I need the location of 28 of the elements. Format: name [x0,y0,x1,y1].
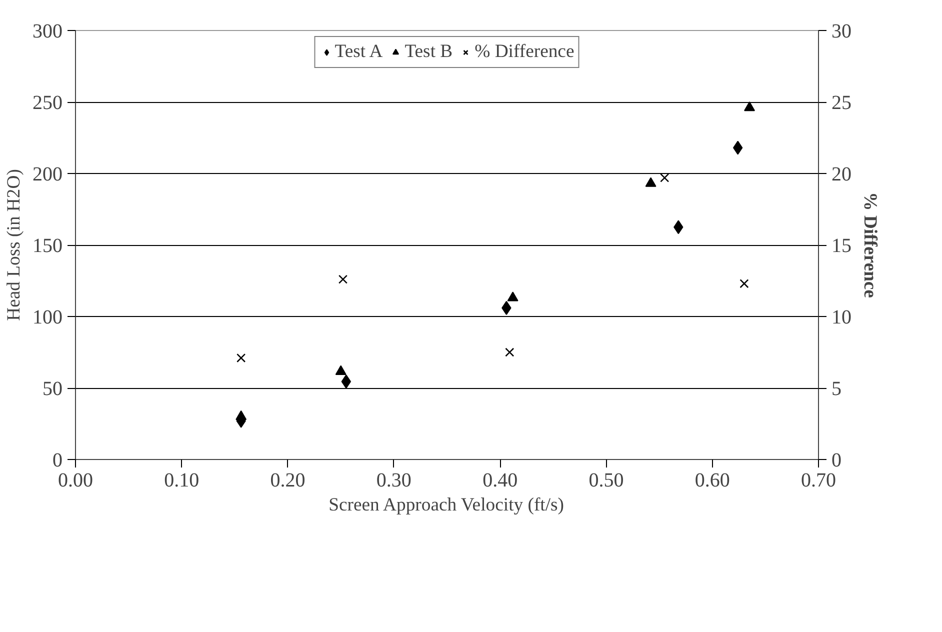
y-tick-label: 0 [52,450,62,472]
legend-label: Test A [334,41,383,63]
y2-tick-label: 20 [832,164,852,186]
y2-axis-title: % Difference [860,192,880,298]
y2-tick-label: 25 [832,92,852,114]
y2-tick-label: 15 [832,235,852,257]
x-tick-label: 0.70 [801,470,836,492]
y-tick-label: 50 [42,378,62,400]
x-tick-label: 0.30 [376,470,412,492]
x-tick-label: 0.40 [482,470,518,492]
y-tick-label: 200 [32,164,62,186]
x-axis-title: Screen Approach Velocity (ft/s) [328,494,564,516]
y-tick-label: 100 [32,306,62,328]
x-tick-label: 0.20 [270,470,306,492]
y-tick-label: 250 [32,92,62,114]
x-tick-label: 0.50 [588,470,624,492]
legend-label: Test B [404,41,453,63]
y-axis-title: Head Loss (in H2O) [4,169,24,321]
x-tick-label: 0.00 [58,470,93,492]
legend-label: % Difference [474,41,574,63]
y2-tick-label: 5 [832,378,842,400]
x-tick-label: 0.10 [164,470,200,492]
y-tick-label: 300 [32,20,62,42]
x-tick-label: 0.60 [694,470,730,492]
y-tick-label: 150 [32,235,62,257]
y2-tick-label: 10 [832,306,852,328]
y2-tick-label: 30 [832,20,852,42]
y2-tick-label: 0 [832,450,842,472]
